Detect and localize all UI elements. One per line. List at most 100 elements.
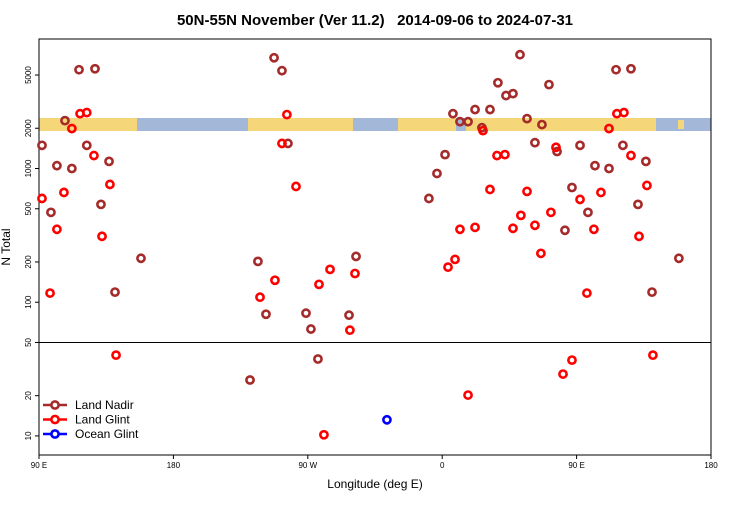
y-tick-label: 100	[24, 295, 33, 309]
data-point	[344, 310, 354, 321]
data-point	[455, 224, 465, 235]
data-point	[642, 180, 652, 191]
y-tick-label: 20	[24, 391, 33, 400]
data-point	[583, 207, 593, 218]
legend-marker	[50, 414, 60, 425]
data-point	[567, 182, 577, 193]
plot-frame	[38, 38, 712, 456]
data-point	[589, 224, 599, 235]
data-point	[611, 64, 621, 75]
data-point	[291, 181, 301, 192]
data-point	[619, 107, 629, 118]
data-point	[306, 324, 316, 334]
data-point	[536, 248, 546, 259]
data-point	[253, 256, 263, 267]
data-point	[270, 275, 280, 286]
data-point	[301, 308, 311, 319]
data-point	[97, 231, 107, 242]
data-point	[81, 140, 92, 151]
data-point	[590, 160, 600, 171]
data-point	[313, 354, 323, 364]
data-point	[432, 168, 442, 179]
y-tick-label: 10	[24, 431, 33, 440]
data-point	[485, 184, 495, 195]
data-point	[640, 156, 651, 167]
data-point	[110, 287, 120, 298]
data-point	[604, 123, 614, 134]
x-axis-label: Longitude (deg E)	[327, 477, 422, 491]
data-point	[440, 149, 450, 160]
data-point	[617, 140, 628, 151]
data-point	[281, 109, 292, 120]
land-strip	[39, 118, 137, 131]
data-point	[105, 179, 115, 190]
data-point	[350, 268, 360, 279]
data-point	[351, 251, 361, 262]
data-point	[560, 225, 570, 236]
x-tick-label: 0	[440, 461, 445, 470]
x-tick-label: 180	[167, 461, 181, 470]
data-point	[314, 279, 324, 290]
data-point	[485, 104, 495, 115]
data-point	[89, 150, 99, 161]
data-point	[470, 222, 480, 233]
land-strip	[398, 118, 456, 131]
x-tick-label: 90 E	[568, 461, 584, 470]
data-point	[515, 49, 525, 60]
data-point	[52, 224, 62, 235]
data-point	[111, 350, 121, 361]
data-point	[604, 163, 614, 174]
data-point	[508, 223, 518, 234]
data-point	[551, 142, 561, 153]
land-strip	[466, 118, 656, 131]
y-axis-label: N Total	[0, 228, 13, 265]
data-point	[269, 52, 279, 63]
data-point	[463, 116, 473, 127]
data-point	[277, 138, 287, 149]
data-point	[530, 220, 540, 231]
data-point	[136, 253, 146, 264]
data-point	[450, 254, 460, 265]
data-point	[96, 199, 106, 210]
y-tick-label: 5000	[24, 66, 33, 84]
y-tick-label: 200	[24, 255, 33, 269]
data-point	[37, 193, 47, 204]
y-tick-label: 500	[24, 202, 33, 216]
data-point	[448, 108, 458, 119]
data-point	[66, 163, 77, 174]
legend-label: Land Glint	[75, 413, 130, 427]
x-tick-label: 90 W	[298, 461, 317, 470]
data-point	[255, 292, 265, 303]
data-point	[345, 325, 355, 336]
data-point	[277, 65, 287, 76]
data-point	[45, 288, 55, 298]
data-point	[81, 107, 92, 118]
data-point	[500, 149, 510, 160]
y-tick-label: 2000	[24, 119, 33, 137]
data-point	[319, 429, 329, 440]
data-point	[52, 160, 62, 171]
data-point	[245, 375, 255, 385]
data-point	[634, 231, 644, 242]
data-point	[493, 77, 503, 88]
data-point	[508, 88, 518, 99]
land-strip	[248, 118, 353, 131]
data-point	[325, 264, 335, 275]
data-point	[626, 150, 636, 161]
x-tick-label: 90 E	[31, 461, 47, 470]
data-point	[470, 104, 480, 115]
data-point	[558, 369, 568, 379]
data-point	[463, 390, 473, 400]
x-tick-label: 180	[704, 461, 718, 470]
data-point	[626, 63, 636, 74]
data-point	[46, 207, 56, 218]
data-point	[37, 140, 47, 151]
data-point	[90, 63, 100, 74]
y-tick-label: 50	[24, 337, 33, 346]
data-point	[522, 113, 532, 124]
data-point	[575, 194, 585, 205]
legend-label: Ocean Glint	[75, 427, 139, 441]
data-point	[673, 253, 684, 264]
